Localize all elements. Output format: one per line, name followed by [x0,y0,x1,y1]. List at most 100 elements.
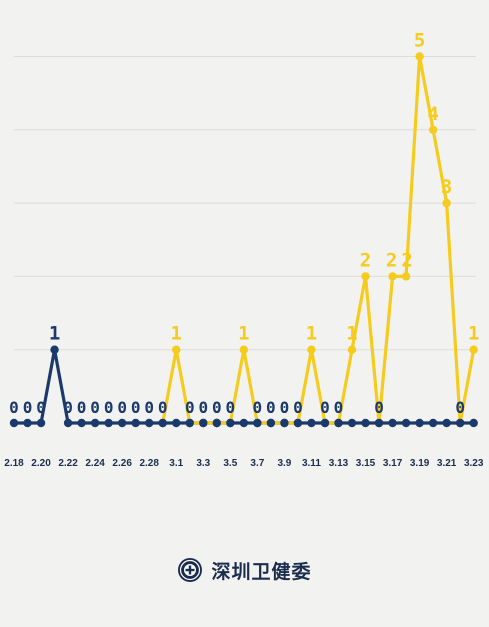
data-point [158,418,167,428]
data-point [63,418,73,428]
data-label: 0 [198,398,208,417]
data-point [50,345,59,354]
data-label: 0 [144,398,154,417]
data-label: 1 [306,323,317,345]
data-point [185,418,194,428]
data-label: 0 [212,398,222,417]
x-tick-label: 2.24 [85,458,105,469]
x-tick-label: 2.26 [112,458,132,469]
data-label: 0 [36,398,46,417]
data-label: 4 [427,103,438,125]
data-point [239,418,249,428]
data-label: 1 [346,323,357,345]
data-point [307,418,316,428]
footer: 深圳卫健委 [0,552,489,588]
data-point [361,418,370,428]
series-gold [158,52,478,428]
data-label: 0 [158,398,168,417]
health-commission-emblem-icon [178,558,203,582]
data-point [226,418,235,428]
data-point [320,418,330,428]
data-label: 0 [455,398,465,417]
data-point [293,418,303,428]
data-point [415,52,424,61]
data-point [212,418,221,428]
data-label: 0 [320,398,330,417]
data-label: 0 [253,398,263,417]
data-label: 0 [77,398,87,417]
x-tick-label: 3.19 [410,458,430,469]
x-tick-label: 3.1 [169,458,183,469]
data-label: 0 [334,398,344,417]
data-point [90,418,100,428]
data-label: 1 [468,323,479,345]
data-point [361,272,370,281]
x-tick-label: 2.22 [58,458,78,469]
grid-lines [14,56,476,351]
data-point [334,418,343,428]
data-point [104,418,113,428]
data-label: 0 [266,398,276,417]
data-label: 0 [374,398,384,417]
data-point [388,272,397,281]
data-label: 0 [104,398,114,417]
x-tick-label: 3.11 [302,458,321,469]
data-point [347,345,357,354]
data-label: 0 [117,398,127,417]
data-label: 5 [414,30,425,52]
x-tick-label: 3.13 [329,458,349,469]
data-point [145,418,154,428]
x-tick-label: 2.20 [31,458,51,469]
data-point [442,418,451,428]
data-point [23,418,32,428]
data-point [307,345,316,354]
data-point [428,125,438,134]
data-point [172,418,181,428]
data-point [442,198,451,208]
data-point [253,418,262,428]
x-tick-label: 3.15 [356,458,376,469]
x-tick-label: 2.28 [139,458,159,469]
data-point [266,418,276,428]
data-point [36,418,46,428]
x-tick-label: 3.3 [196,458,210,469]
data-point [347,418,357,428]
x-tick-label: 3.17 [383,458,403,469]
x-tick-label: 3.21 [437,458,457,469]
data-label: 0 [185,398,195,417]
x-tick-label: 3.7 [250,458,264,469]
org-name: 深圳卫健委 [211,560,312,583]
data-point [280,418,289,428]
data-point [77,418,86,428]
data-point [428,418,438,428]
data-label: 0 [293,398,303,417]
data-point [401,272,411,281]
data-label: 0 [23,398,33,417]
data-label: 2 [386,249,397,271]
data-point [415,418,424,428]
data-label: 0 [63,398,73,417]
x-tick-label: 3.9 [277,458,291,469]
data-label: 1 [238,323,249,345]
data-point [374,418,384,428]
data-point [469,418,478,428]
data-label: 2 [401,249,412,271]
data-point [469,345,478,354]
data-label: 0 [131,398,141,417]
data-label: 0 [225,398,235,417]
data-point [199,418,208,428]
data-point [131,418,140,428]
x-tick-label: 2.18 [4,458,24,469]
data-point [172,345,181,354]
data-label: 3 [441,176,452,198]
x-tick-label: 3.5 [223,458,237,469]
data-point [117,418,127,428]
data-point [239,345,249,354]
data-label: 1 [171,323,182,345]
data-label: 1 [49,323,60,345]
data-label: 2 [360,249,371,271]
data-point [455,418,465,428]
x-tick-labels: 2.18 2.20 2.22 2.24 2.26 2.28 3.1 3.3 3.5 3.7 3.9 3… [4,458,484,469]
